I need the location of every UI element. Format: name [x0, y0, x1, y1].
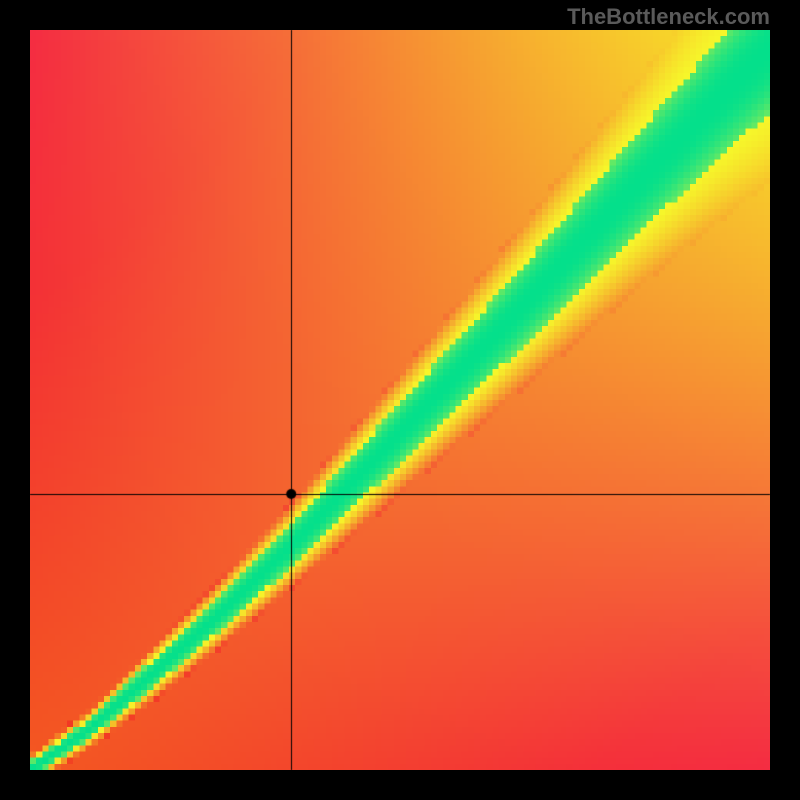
watermark-text: TheBottleneck.com	[567, 4, 770, 30]
chart-container: TheBottleneck.com	[0, 0, 800, 800]
bottleneck-heatmap	[30, 30, 770, 770]
